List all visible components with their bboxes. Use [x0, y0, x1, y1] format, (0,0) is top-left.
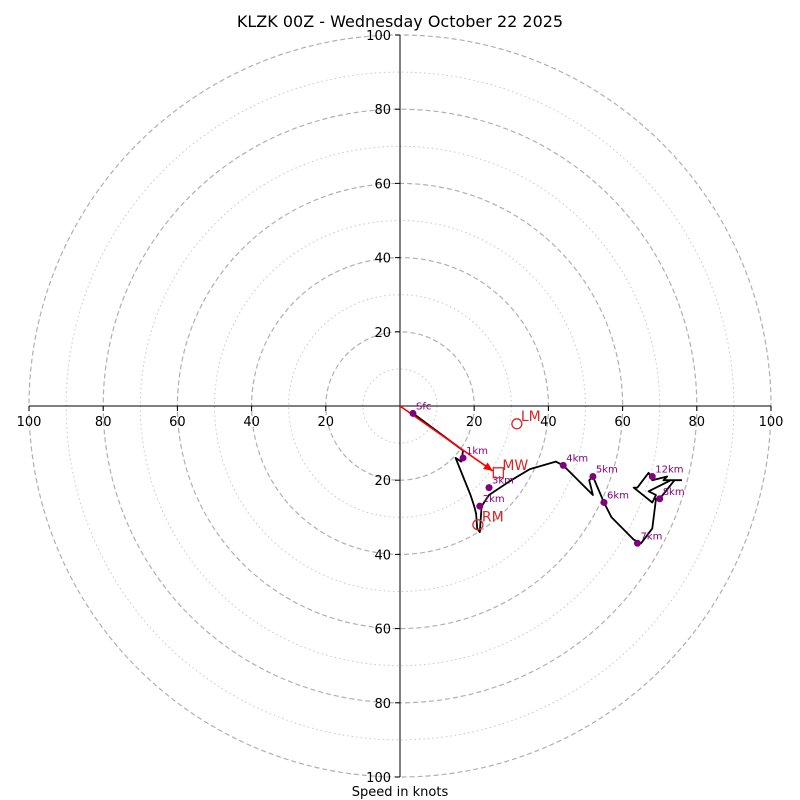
- tick-label-right: 60: [614, 415, 631, 430]
- height-marker-4km: [559, 461, 567, 469]
- tick-label-bottom: 80: [374, 697, 391, 712]
- storm-label-mw: MW: [502, 458, 528, 474]
- height-label-sfc: Sfc: [416, 401, 431, 412]
- tick-label-top: 80: [374, 103, 391, 118]
- tick-label-left: 80: [95, 415, 112, 430]
- tick-label-top: 100: [366, 29, 391, 44]
- tick-label-bottom: 100: [366, 771, 391, 786]
- tick-label-right: 80: [689, 415, 706, 430]
- height-label-12km: 12km: [655, 464, 683, 475]
- tick-label-right: 40: [540, 415, 557, 430]
- tick-label-right: 100: [759, 415, 784, 430]
- storm-marker-lm: [511, 418, 523, 430]
- storm-label-rm: RM: [482, 510, 504, 526]
- height-marker-3km: [485, 484, 493, 492]
- height-marker-8km: [656, 495, 664, 503]
- height-label-5km: 5km: [596, 464, 618, 475]
- height-label-4km: 4km: [566, 453, 588, 464]
- tick-label-left: 100: [17, 415, 42, 430]
- shear-vector-arrowhead: [483, 462, 493, 471]
- tick-label-right: 20: [466, 415, 483, 430]
- storm-motion-markers: LM MW RM: [472, 409, 541, 531]
- tick-label-bottom: 20: [374, 474, 391, 489]
- tick-label-bottom: 60: [374, 623, 391, 638]
- tick-label-top: 60: [374, 177, 391, 192]
- height-label-1km: 1km: [466, 446, 488, 457]
- x-axis-label: Speed in knots: [352, 785, 449, 800]
- height-marker-7km: [633, 539, 641, 547]
- height-label-7km: 7km: [640, 531, 662, 542]
- shear-vector-group: [399, 405, 494, 472]
- height-marker-6km: [600, 498, 608, 506]
- chart-title: KLZK 00Z - Wednesday October 22 2025: [237, 12, 563, 31]
- tick-label-left: 20: [318, 415, 335, 430]
- tick-label-left: 40: [243, 415, 260, 430]
- height-markers: Sfc 1km 2km 3km 4km 5km 6km 7km 8km 12km: [409, 401, 685, 547]
- tick-label-bottom: 40: [374, 548, 391, 563]
- height-label-6km: 6km: [607, 490, 629, 501]
- hodograph-trace-group: [412, 412, 682, 545]
- height-label-3km: 3km: [492, 476, 514, 487]
- tick-label-top: 40: [374, 252, 391, 267]
- height-label-2km: 2km: [483, 494, 505, 505]
- storm-marker-rm: [472, 519, 484, 531]
- height-marker-12km: [648, 472, 656, 480]
- shear-vector-line: [399, 405, 494, 472]
- height-marker-2km: [476, 502, 484, 510]
- storm-marker-mw: [492, 467, 504, 479]
- height-marker-5km: [589, 472, 597, 480]
- tick-label-left: 60: [169, 415, 186, 430]
- tick-label-top: 20: [374, 326, 391, 341]
- height-marker-sfc: [409, 409, 417, 417]
- height-label-8km: 8km: [663, 487, 685, 498]
- hodograph-trace: [412, 412, 682, 545]
- height-marker-1km: [459, 454, 467, 462]
- tick-labels: 20 20 20 20 40 40 40 40 60 60 60 60 80 80 80 80 100 100 10…: [17, 29, 784, 786]
- storm-label-lm: LM: [521, 409, 541, 425]
